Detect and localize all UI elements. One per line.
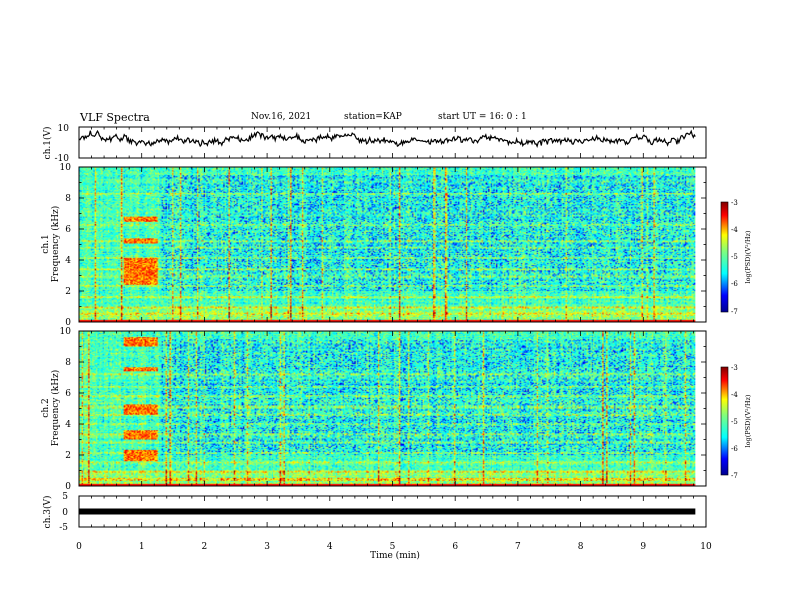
ch1-spectrogram-ylabel: Frequency (kHz) xyxy=(50,206,61,283)
ch1-spectrogram-yticklabels: 0 2 4 6 8 10 xyxy=(60,163,72,328)
ch3-ytick-mid: 0 xyxy=(62,508,68,518)
ch2-ytick-0: 0 xyxy=(65,482,71,492)
cb1-tick-m3: -3 xyxy=(731,199,738,207)
ch3-ytick-bottom: -5 xyxy=(59,523,68,533)
xtick-8: 8 xyxy=(578,542,584,552)
ch1-ytick-bottom: -10 xyxy=(55,154,70,164)
ch1-ytick-0: 0 xyxy=(65,318,71,328)
ch1-ytick-top: 10 xyxy=(58,124,70,134)
ch2-colorbar-ticklabels: -3 -4 -5 -6 -7 xyxy=(731,364,738,480)
cb1-tick-m7: -7 xyxy=(731,308,738,316)
date-label: Nov.16, 2021 xyxy=(251,112,312,122)
ch3-waveform-ylabel: ch.3(V) xyxy=(42,496,53,529)
xtick-3: 3 xyxy=(264,542,270,552)
ch2-ytick-8: 8 xyxy=(65,358,71,368)
ch2-colorbar xyxy=(720,366,729,476)
ch2-spectrogram-ylabel-channel: ch.2 xyxy=(41,398,51,417)
xtick-4: 4 xyxy=(327,542,333,552)
chart-title: VLF Spectra xyxy=(80,111,150,124)
ch1-colorbar-ticklabels: -3 -4 -5 -6 -7 xyxy=(731,199,738,316)
ch1-ytick-6: 6 xyxy=(65,225,71,235)
ch1-waveform-line xyxy=(78,129,696,148)
ch1-ytick-10: 10 xyxy=(60,163,72,173)
xtick-9: 9 xyxy=(640,542,646,552)
xtick-6: 6 xyxy=(452,542,458,552)
xtick-1: 1 xyxy=(139,542,145,552)
ch1-ytick-2: 2 xyxy=(65,287,71,297)
ch1-spectrogram xyxy=(79,167,696,322)
cb2-tick-m3: -3 xyxy=(731,364,738,372)
xtick-2: 2 xyxy=(202,542,208,552)
ch2-ytick-2: 2 xyxy=(65,451,71,461)
cb2-tick-m7: -7 xyxy=(731,472,738,480)
ch1-ytick-8: 8 xyxy=(65,194,71,204)
cb1-tick-m6: -6 xyxy=(731,280,738,288)
ch1-colorbar xyxy=(720,201,729,313)
station-label: station=KAP xyxy=(344,112,402,122)
x-axis-label: Time (min) xyxy=(370,550,420,561)
cb1-tick-m5: -5 xyxy=(731,253,738,261)
cb1-tick-m4: -4 xyxy=(731,226,738,234)
ch2-spectrogram xyxy=(79,331,696,486)
ch3-ytick-top: 5 xyxy=(62,492,68,502)
ch1-spectrogram-ylabel-channel: ch.1 xyxy=(41,234,51,253)
axis-ticks xyxy=(78,127,707,527)
ch2-colorbar-label: log(PSD)(V²/Hz) xyxy=(744,394,752,447)
cb2-tick-m5: -5 xyxy=(731,418,738,426)
cb2-tick-m6: -6 xyxy=(731,445,738,453)
ch2-ytick-4: 4 xyxy=(65,420,71,430)
ch2-ytick-10: 10 xyxy=(60,327,72,337)
ch1-ytick-4: 4 xyxy=(65,256,71,266)
ch2-ytick-6: 6 xyxy=(65,389,71,399)
x-tick-labels: 0 1 2 3 4 5 6 7 8 9 10 xyxy=(76,542,712,552)
cb2-tick-m4: -4 xyxy=(731,391,738,399)
xtick-5: 5 xyxy=(390,542,396,552)
xtick-0: 0 xyxy=(76,542,82,552)
ch2-spectrogram-yticklabels: 0 2 4 6 8 10 xyxy=(60,327,72,492)
ch2-spectrogram-ylabel: Frequency (kHz) xyxy=(50,370,61,447)
xtick-7: 7 xyxy=(515,542,521,552)
start-time-label: start UT = 16: 0 : 1 xyxy=(438,112,527,122)
ch3-waveform-trace xyxy=(79,508,696,515)
ch1-waveform-ylabel: ch.1(V) xyxy=(42,127,53,160)
ch1-colorbar-label: log(PSD)(V²/Hz) xyxy=(744,230,752,283)
xtick-10: 10 xyxy=(700,542,712,552)
